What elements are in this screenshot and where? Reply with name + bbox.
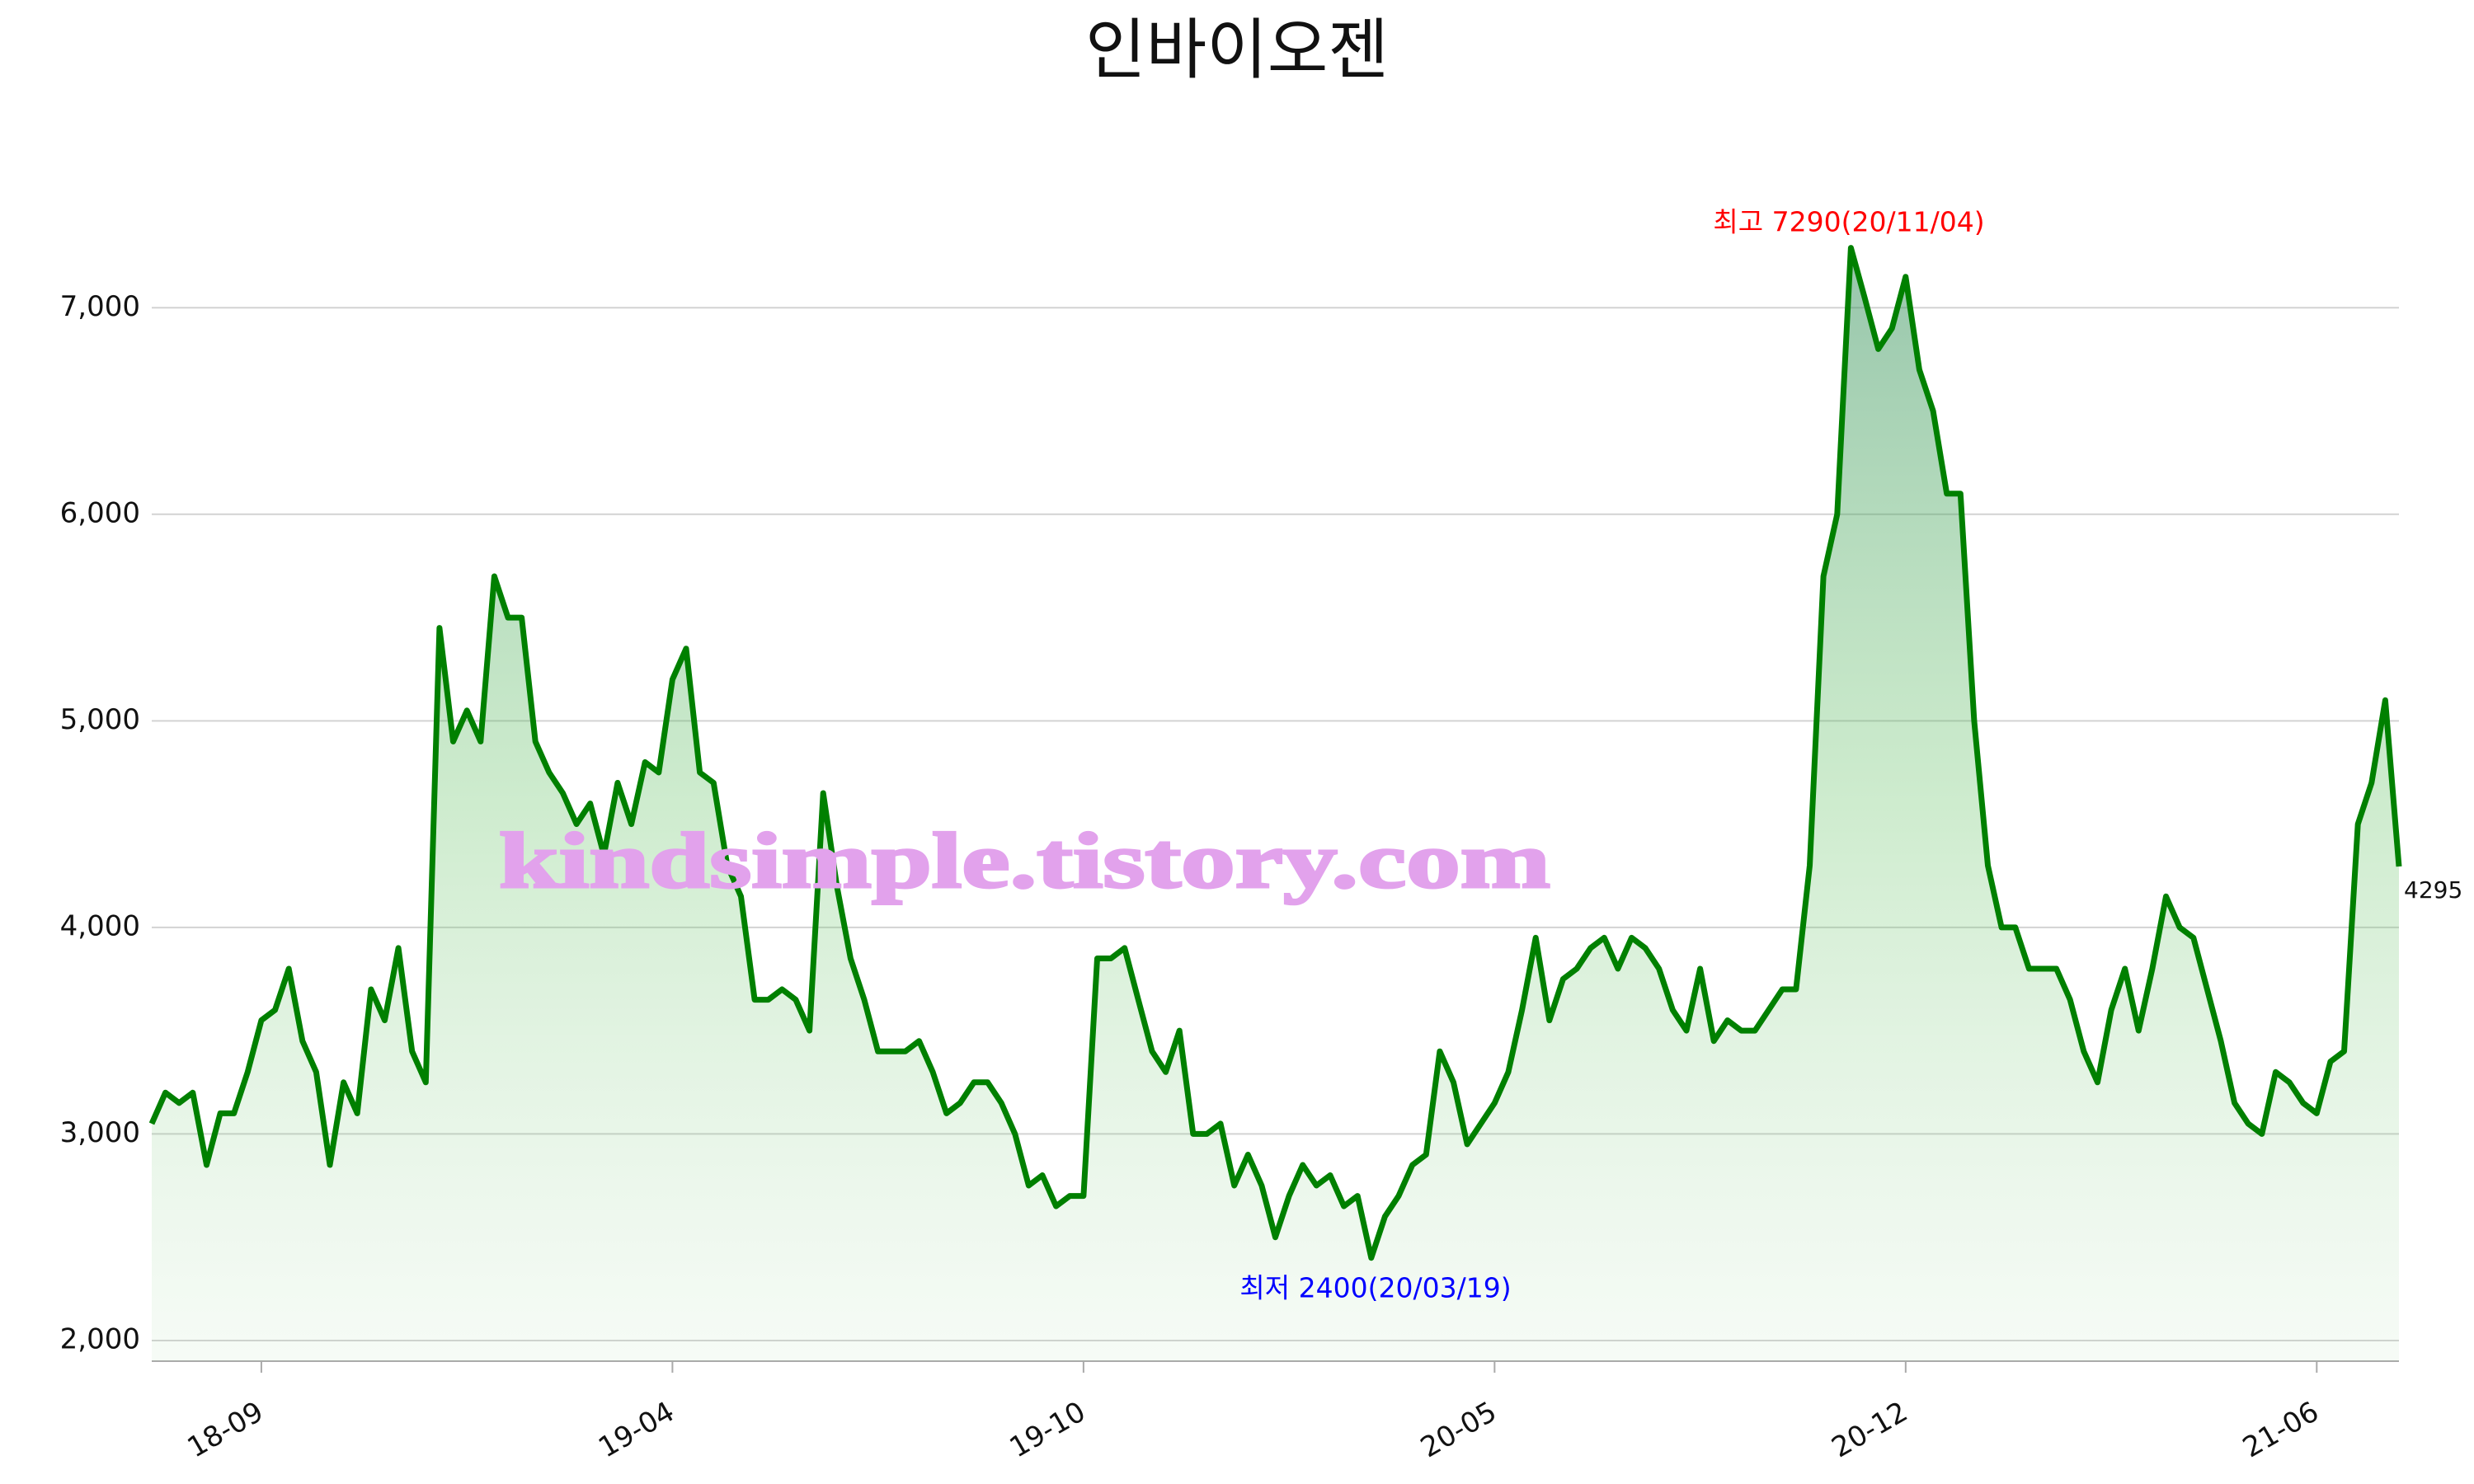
y-tick-label: 4,000 xyxy=(60,909,140,942)
y-tick-label: 2,000 xyxy=(60,1322,140,1355)
chart-title: 인바이오젠 xyxy=(1085,12,1389,88)
watermark: kindsimple.tistory.com xyxy=(499,816,1550,904)
x-tick-label: 19-10 xyxy=(1004,1395,1092,1464)
min-annotation: 최저 2400(20/03/19) xyxy=(1239,1272,1511,1304)
x-tick-label: 18-09 xyxy=(182,1395,270,1464)
y-tick-label: 7,000 xyxy=(60,290,140,323)
y-tick-label: 6,000 xyxy=(60,496,140,529)
x-tick-label: 21-06 xyxy=(2237,1395,2325,1464)
x-tick-label: 20-12 xyxy=(1827,1395,1914,1464)
line xyxy=(148,245,2402,1261)
y-tick-label: 3,000 xyxy=(60,1116,140,1149)
y-tick-label: 5,000 xyxy=(60,703,140,736)
max-annotation: 최고 7290(20/11/04) xyxy=(1713,206,1984,238)
area xyxy=(152,247,2399,1362)
last-value-label: 4295 xyxy=(2404,876,2462,904)
x-tick-label: 19-04 xyxy=(593,1395,680,1464)
x-tick-label: 20-05 xyxy=(1415,1395,1503,1464)
